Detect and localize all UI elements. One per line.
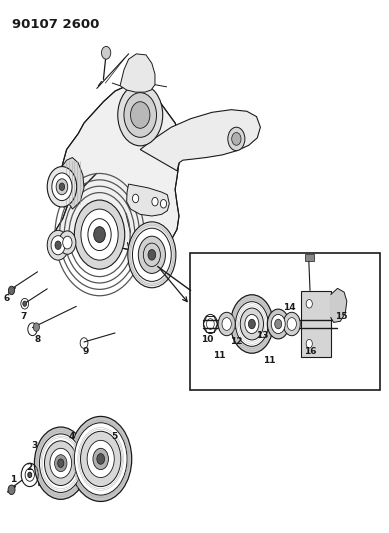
- Polygon shape: [127, 184, 169, 216]
- Circle shape: [51, 236, 65, 255]
- Circle shape: [39, 434, 82, 492]
- Circle shape: [245, 314, 259, 334]
- Circle shape: [133, 228, 171, 281]
- Circle shape: [152, 197, 158, 206]
- Circle shape: [52, 173, 72, 200]
- Circle shape: [93, 448, 109, 470]
- Circle shape: [58, 459, 64, 467]
- Text: 7: 7: [21, 312, 27, 320]
- Polygon shape: [140, 110, 260, 171]
- Circle shape: [118, 84, 163, 146]
- Circle shape: [287, 318, 296, 330]
- Polygon shape: [61, 158, 84, 209]
- Circle shape: [74, 200, 125, 269]
- Circle shape: [231, 295, 273, 353]
- Circle shape: [271, 314, 285, 334]
- Circle shape: [54, 455, 67, 472]
- Circle shape: [222, 318, 231, 330]
- Text: 13: 13: [256, 332, 268, 340]
- Text: 90107 2600: 90107 2600: [12, 18, 100, 31]
- Text: 11: 11: [213, 351, 226, 360]
- Circle shape: [124, 93, 156, 138]
- Polygon shape: [331, 288, 347, 322]
- Circle shape: [249, 319, 255, 329]
- Circle shape: [306, 300, 312, 308]
- Circle shape: [47, 166, 77, 207]
- Circle shape: [94, 227, 105, 243]
- Circle shape: [44, 441, 77, 486]
- Circle shape: [131, 102, 150, 128]
- Text: 9: 9: [83, 347, 89, 356]
- Circle shape: [218, 312, 235, 336]
- Circle shape: [148, 249, 156, 260]
- Circle shape: [228, 127, 245, 151]
- Circle shape: [34, 427, 87, 499]
- Circle shape: [56, 179, 68, 195]
- Circle shape: [236, 302, 268, 346]
- Text: 15: 15: [335, 312, 347, 320]
- Polygon shape: [53, 86, 181, 252]
- Circle shape: [160, 199, 166, 208]
- Circle shape: [33, 323, 39, 332]
- Circle shape: [74, 423, 127, 495]
- Circle shape: [9, 286, 15, 295]
- Text: 10: 10: [202, 335, 214, 344]
- Circle shape: [133, 194, 139, 203]
- Polygon shape: [120, 54, 155, 92]
- Circle shape: [81, 431, 121, 487]
- Circle shape: [8, 485, 15, 495]
- Text: 6: 6: [4, 294, 10, 303]
- Circle shape: [23, 301, 27, 306]
- Circle shape: [50, 448, 72, 478]
- Circle shape: [97, 454, 105, 464]
- Circle shape: [306, 340, 312, 348]
- Circle shape: [275, 319, 282, 329]
- Bar: [190, 253, 380, 390]
- Circle shape: [81, 209, 118, 260]
- Circle shape: [283, 312, 300, 336]
- Circle shape: [240, 308, 263, 340]
- Circle shape: [59, 231, 76, 254]
- Text: 5: 5: [111, 432, 117, 441]
- Text: 12: 12: [230, 336, 243, 345]
- Circle shape: [267, 309, 289, 339]
- Circle shape: [232, 133, 241, 146]
- Circle shape: [87, 440, 114, 478]
- Polygon shape: [39, 443, 44, 486]
- Text: 14: 14: [283, 303, 296, 312]
- Circle shape: [63, 236, 72, 249]
- Circle shape: [128, 222, 176, 288]
- Text: 2: 2: [26, 463, 32, 472]
- Circle shape: [59, 183, 65, 190]
- Circle shape: [28, 472, 32, 478]
- Circle shape: [102, 46, 111, 59]
- Text: 1: 1: [11, 475, 17, 484]
- Text: 4: 4: [68, 432, 75, 441]
- Circle shape: [138, 236, 165, 273]
- Circle shape: [70, 416, 132, 502]
- Text: 16: 16: [304, 347, 316, 356]
- Bar: [305, 254, 314, 261]
- Text: 11: 11: [263, 356, 276, 365]
- Circle shape: [47, 230, 69, 260]
- Text: 8: 8: [35, 335, 41, 344]
- Text: 3: 3: [31, 441, 37, 450]
- Bar: [301, 290, 331, 357]
- Circle shape: [55, 241, 61, 249]
